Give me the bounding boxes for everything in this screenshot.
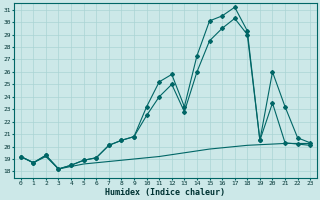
X-axis label: Humidex (Indice chaleur): Humidex (Indice chaleur) [106,188,226,197]
